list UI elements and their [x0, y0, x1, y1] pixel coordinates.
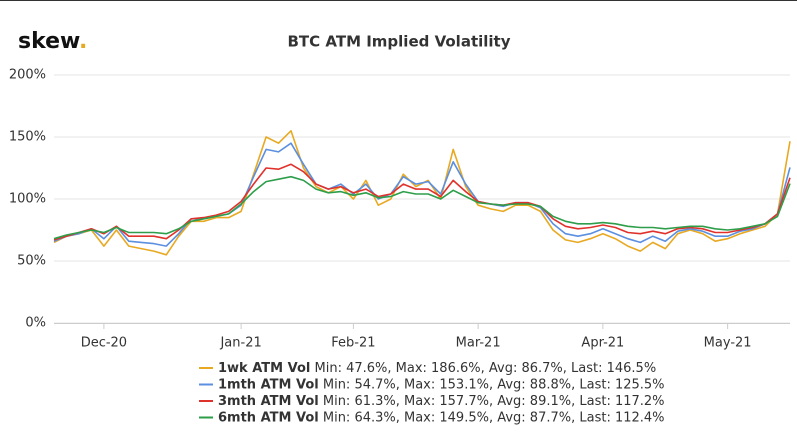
y-tick-label: 150% [9, 130, 46, 145]
x-tick-label: Dec-20 [81, 336, 127, 351]
logo-text: skew [18, 29, 80, 54]
legend-stats: Min: 64.3%, Max: 149.5%, Avg: 87.7%, Las… [323, 410, 665, 425]
series-line [53, 175, 791, 240]
chart-title: BTC ATM Implied Volatility [288, 33, 511, 51]
legend-name: 1mth ATM Vol [218, 377, 319, 392]
y-tick-label: 200% [9, 68, 46, 83]
legend-stats: Min: 61.3%, Max: 157.7%, Avg: 89.1%, Las… [323, 394, 665, 409]
series-line [53, 142, 791, 247]
legend-entry: 3mth ATM Vol Min: 61.3%, Max: 157.7%, Av… [218, 394, 665, 409]
legend-name: 1wk ATM Vol [218, 361, 310, 376]
series-line [53, 163, 791, 241]
x-tick-label: Feb-21 [331, 336, 375, 351]
legend-entry: 1mth ATM Vol Min: 54.7%, Max: 153.1%, Av… [218, 377, 665, 392]
x-tick-label: Mar-21 [456, 336, 501, 351]
x-tick-label: Jan-21 [219, 336, 261, 351]
series-line [53, 130, 791, 256]
logo-dot: . [79, 29, 87, 54]
legend-name: 3mth ATM Vol [218, 394, 319, 409]
legend-name: 6mth ATM Vol [218, 410, 319, 425]
y-tick-label: 100% [9, 192, 46, 207]
legend-stats: Min: 54.7%, Max: 153.1%, Avg: 88.8%, Las… [323, 377, 665, 392]
x-tick-label: May-21 [704, 336, 752, 351]
x-tick-label: Apr-21 [581, 336, 624, 351]
y-tick-label: 0% [25, 316, 46, 331]
y-tick-label: 50% [17, 254, 46, 269]
legend-entry: 1wk ATM Vol Min: 47.6%, Max: 186.6%, Avg… [218, 361, 656, 376]
legend-entry: 6mth ATM Vol Min: 64.3%, Max: 149.5%, Av… [218, 410, 665, 425]
legend-stats: Min: 47.6%, Max: 186.6%, Avg: 86.7%, Las… [315, 361, 657, 376]
logo: skew. [18, 29, 87, 54]
